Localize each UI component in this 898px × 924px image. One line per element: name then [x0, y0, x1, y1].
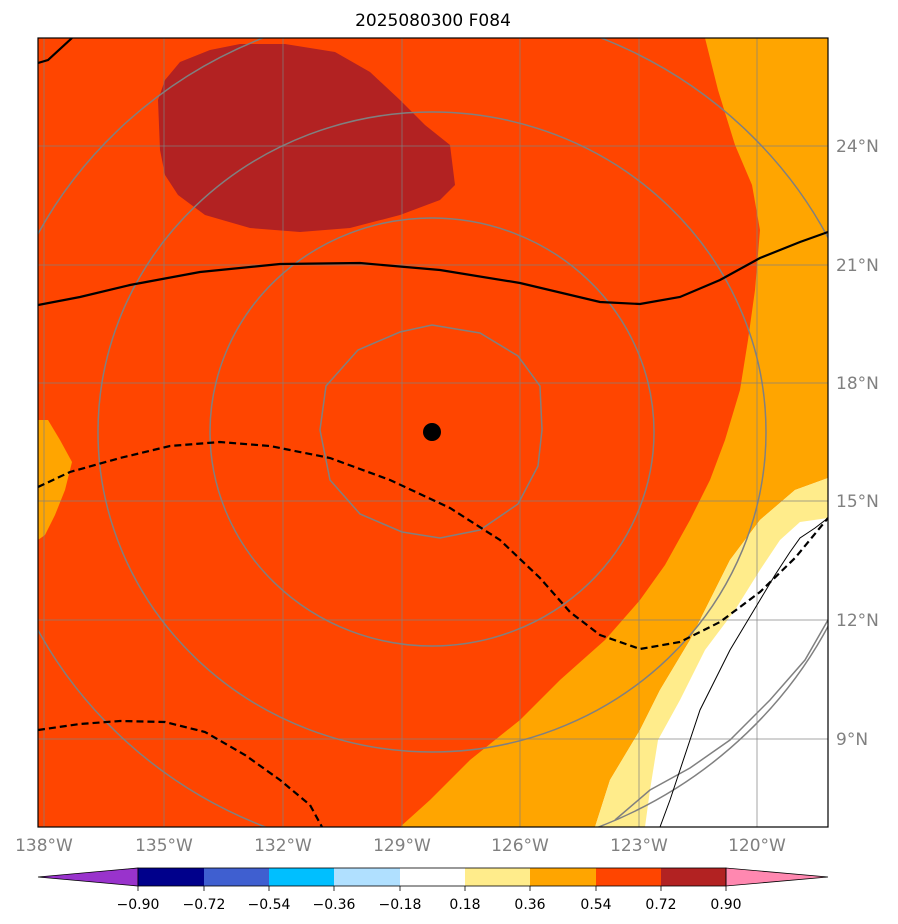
solid-contours	[38, 38, 828, 307]
colorbar-segment	[269, 868, 334, 886]
colorbar-segment	[661, 868, 726, 886]
colorbar-label: 0.18	[449, 897, 480, 913]
colorbar-label: −0.72	[183, 897, 226, 913]
plot-title: 2025080300 F084	[355, 11, 511, 31]
map-area	[38, 38, 828, 827]
lon-label: 129°W	[373, 836, 431, 856]
fill-orange-left	[38, 420, 72, 540]
colorbar-label: 0.90	[710, 897, 741, 913]
colorbar-label: 0.72	[645, 897, 676, 913]
fill-orangered	[38, 38, 760, 827]
colorbar-segment	[465, 868, 530, 886]
lon-axis-labels: 138°W 135°W 132°W 129°W 126°W 123°W 120°…	[15, 836, 786, 856]
colorbar-extend-low	[37, 867, 139, 887]
colorbar-segment	[400, 868, 465, 886]
lat-axis-labels: 24°N 21°N 18°N 15°N 12°N 9°N	[836, 137, 879, 750]
lon-label: 135°W	[135, 836, 193, 856]
lat-label: 21°N	[836, 256, 879, 276]
lat-label: 18°N	[836, 374, 879, 394]
colorbar-segment	[334, 868, 400, 886]
colorbar-extend-high	[725, 867, 829, 887]
colorbar-segment	[204, 868, 269, 886]
lon-label: 126°W	[491, 836, 549, 856]
colorbar-label: −0.18	[379, 897, 422, 913]
colorbar-label: −0.90	[117, 897, 160, 913]
coastline	[659, 517, 828, 827]
fill-darkred	[158, 44, 455, 232]
lon-label: 120°W	[728, 836, 786, 856]
colorbar-label: −0.36	[313, 897, 356, 913]
colorbar-segment	[596, 868, 661, 886]
lat-label: 12°N	[836, 611, 879, 631]
range-rings	[38, 38, 828, 827]
lon-label: 132°W	[254, 836, 312, 856]
lat-label: 9°N	[836, 730, 868, 750]
colorbar: −0.90 −0.72 −0.54 −0.36 −0.18 0.18 0.36 …	[37, 867, 829, 913]
colorbar-segment	[530, 868, 596, 886]
colorbar-segment	[138, 868, 204, 886]
colorbar-label: 0.54	[580, 897, 611, 913]
lon-label: 138°W	[15, 836, 73, 856]
storm-center-marker	[423, 423, 441, 441]
lat-label: 24°N	[836, 137, 879, 157]
map-frame	[37, 37, 829, 828]
lat-label: 15°N	[836, 492, 879, 512]
dashed-contours	[38, 440, 828, 827]
fill-yellow	[595, 478, 828, 827]
colorbar-label: −0.54	[248, 897, 291, 913]
colorbar-label: 0.36	[514, 897, 545, 913]
gridlines	[38, 38, 828, 827]
lon-label: 123°W	[610, 836, 668, 856]
